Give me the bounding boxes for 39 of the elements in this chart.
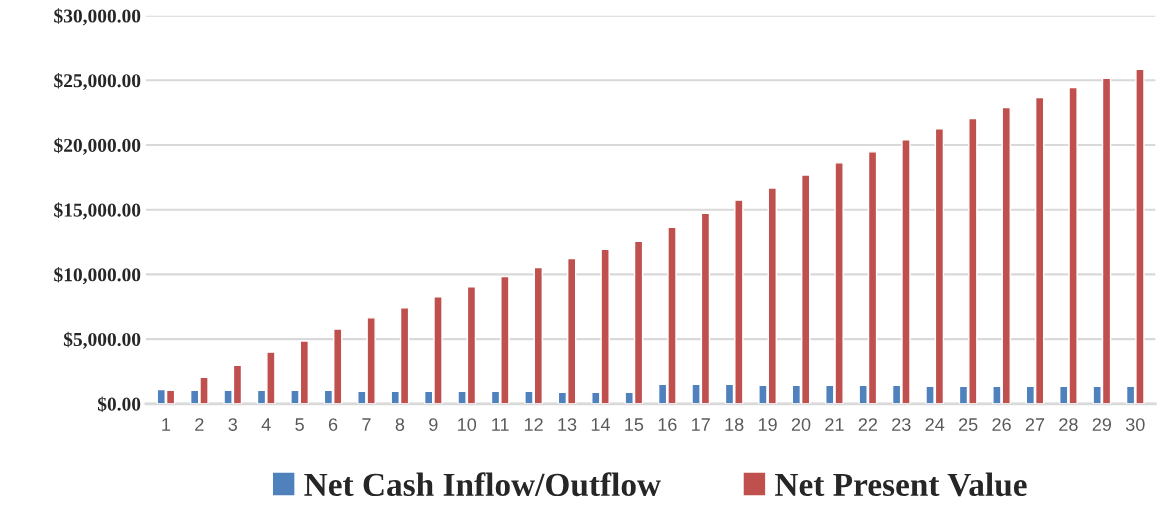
x-tick-label: 13 [558, 418, 577, 431]
x-tick-label: 26 [992, 418, 1011, 431]
x-tick-label: 14 [591, 418, 610, 431]
x-tick-label: 3 [228, 418, 238, 431]
y-tick-label: $0.00 [97, 396, 141, 412]
x-tick-label: 24 [925, 418, 945, 431]
x-tick-label: 29 [1092, 418, 1112, 431]
x-tick-label: 22 [858, 418, 878, 431]
x-tick-label: 11 [492, 418, 509, 431]
y-tick-label: $5,000.00 [63, 331, 141, 349]
legend-label: Net Cash Inflow/Outflow [304, 472, 661, 497]
y-tick-label: $10,000.00 [54, 267, 141, 285]
legend-label: Net Present Value [775, 472, 1027, 497]
x-tick-label: 16 [658, 418, 677, 431]
x-tick-label: 20 [791, 418, 811, 431]
x-tick-label: 5 [295, 418, 304, 431]
x-tick-label: 10 [458, 418, 477, 431]
x-tick-label: 6 [328, 418, 338, 431]
x-tick-label: 21 [825, 418, 844, 431]
x-tick-label: 2 [195, 418, 204, 431]
x-tick-label: 1 [162, 418, 171, 431]
x-tick-label: 4 [261, 418, 271, 431]
x-tick-label: 23 [892, 418, 911, 431]
x-tick-label: 17 [692, 418, 710, 431]
y-tick-label: $25,000.00 [54, 72, 141, 91]
x-tick-label: 8 [395, 418, 405, 431]
x-tick-label: 9 [429, 418, 438, 431]
x-tick-label: 25 [959, 418, 978, 431]
x-tick-label: 15 [625, 418, 644, 431]
x-tick-label: 27 [1025, 418, 1045, 431]
y-tick-label: $15,000.00 [54, 202, 141, 220]
x-tick-label: 30 [1125, 418, 1145, 431]
y-tick-label: $20,000.00 [54, 137, 141, 155]
x-tick-label: 12 [524, 418, 543, 431]
y-tick-label: $30,000.00 [54, 8, 141, 26]
x-tick-label: 28 [1059, 418, 1078, 431]
x-tick-label: 7 [362, 418, 371, 431]
x-tick-label: 18 [725, 418, 744, 431]
x-tick-label: 19 [758, 418, 777, 431]
